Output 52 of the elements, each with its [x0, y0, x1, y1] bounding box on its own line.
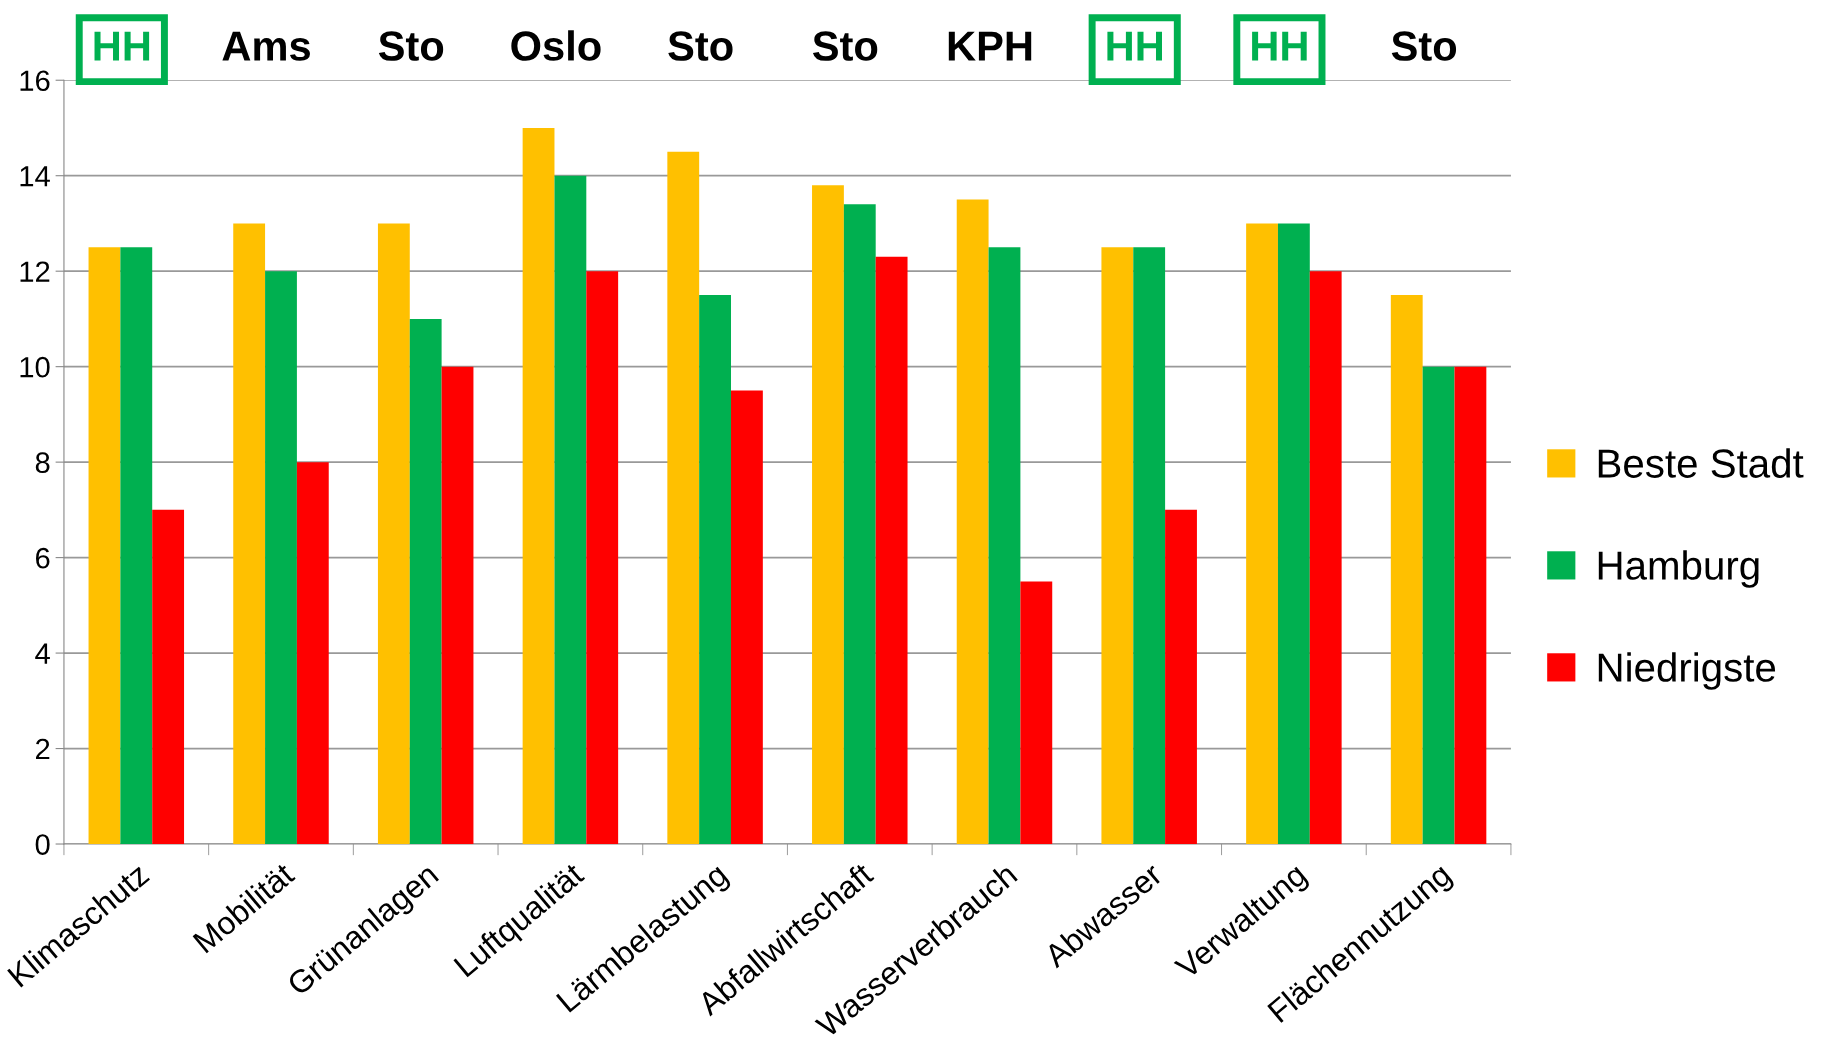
- bar: [233, 223, 266, 845]
- text: HH: [1252, 31, 1307, 61]
- bar: [1422, 366, 1455, 845]
- bar: [1454, 366, 1487, 845]
- bar: [843, 204, 876, 845]
- y-tick-label: 10: [20, 356, 50, 378]
- bar: [731, 390, 763, 845]
- text: KPH: [948, 31, 1032, 61]
- bar: [956, 199, 989, 845]
- bar: [441, 366, 474, 845]
- bar: [1101, 247, 1134, 845]
- text: Sto: [378, 31, 444, 61]
- text: HH: [1107, 31, 1162, 61]
- bar: [1133, 247, 1166, 845]
- bar: [409, 318, 442, 845]
- y-tick-label: 0: [35, 834, 50, 855]
- bar: [1165, 509, 1197, 845]
- text: Ams: [222, 31, 310, 61]
- bar: [554, 175, 587, 845]
- bar: [88, 247, 121, 845]
- bar: [1277, 223, 1310, 845]
- bar: [152, 509, 185, 845]
- bar: [265, 271, 297, 845]
- legend-label: Niedrigste: [1598, 652, 1776, 690]
- bar: [667, 151, 700, 845]
- bar: [377, 223, 410, 845]
- text: Sto: [1391, 31, 1457, 61]
- text: Oslo: [511, 30, 601, 61]
- bar: [1309, 271, 1342, 845]
- bar: [875, 256, 908, 845]
- text: HH: [94, 31, 150, 61]
- y-tick-label: 16: [20, 70, 50, 92]
- bar: [522, 127, 555, 845]
- bar: [296, 462, 329, 845]
- bar: [120, 247, 153, 845]
- y-tick-label: 12: [20, 261, 50, 282]
- y-tick-label: 14: [20, 166, 50, 187]
- bar: [699, 295, 731, 845]
- bar: [1246, 223, 1278, 845]
- bar: [1390, 295, 1423, 845]
- bar: [1020, 581, 1053, 845]
- bar: [988, 247, 1021, 845]
- legend-label: Hamburg: [1598, 550, 1759, 588]
- y-tick-label: 8: [35, 452, 50, 473]
- text: Sto: [668, 31, 733, 61]
- bar: [812, 185, 844, 845]
- y-tick-label: 6: [36, 547, 50, 569]
- text: Sto: [812, 31, 878, 61]
- y-tick-label: 2: [36, 738, 50, 760]
- bar: [586, 271, 619, 845]
- y-tick-label: 4: [35, 643, 50, 664]
- legend-label: Beste Stadt: [1598, 448, 1804, 478]
